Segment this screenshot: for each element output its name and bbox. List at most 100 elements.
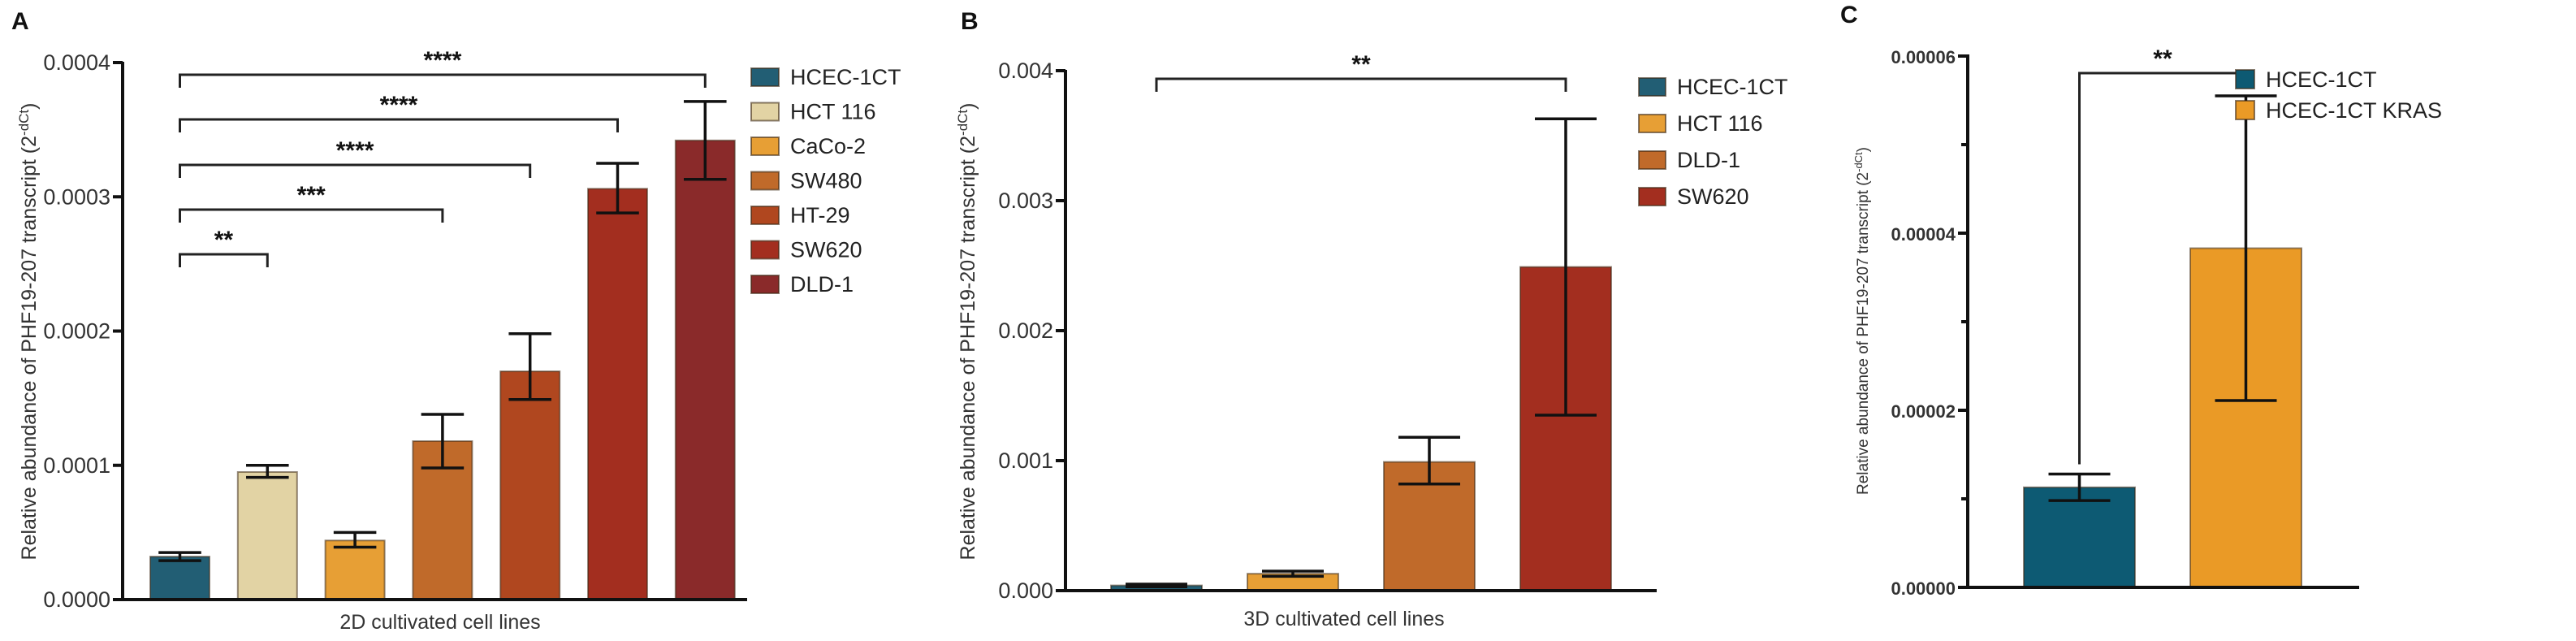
- significance-label: ****: [336, 137, 374, 164]
- y-axis-title-text: Relative abundance of PHF19-207 transcri…: [1855, 172, 1872, 495]
- error-bar: [596, 162, 639, 214]
- significance-bracket: ***: [179, 182, 444, 223]
- legend-a: HCEC-1CT HCT 116 CaCo-2 SW480 HT-29 SW620 DLD-…: [750, 65, 901, 297]
- panel-b: B Relative abundance of PHF19-207 transc…: [955, 8, 1788, 630]
- y-tick-label: 0.00002: [1891, 401, 1956, 422]
- legend-swatch: [750, 206, 780, 225]
- legend-item: SW480: [750, 169, 862, 193]
- legend-item: HCT 116: [750, 100, 876, 124]
- legend-label: HCT 116: [790, 100, 876, 124]
- bar-sw620: [1519, 117, 1612, 591]
- significance-label: **: [214, 227, 234, 253]
- legend-item: HCEC-1CT: [2235, 67, 2377, 92]
- svg-text:Relative abundance of PHF19-20: Relative abundance of PHF19-207 transcri…: [1852, 147, 1873, 495]
- error-bar: [1398, 435, 1460, 486]
- legend-swatch: [1638, 114, 1666, 133]
- y-axis-title-text: Relative abundance of PHF19-207 transcri…: [957, 136, 979, 561]
- legend-item: HCEC-1CT KRAS: [2235, 98, 2442, 123]
- panel-c: C Relative abundance of PHF19-207 transc…: [1840, 2, 2442, 599]
- legend-item: SW620: [1638, 184, 1749, 209]
- significance-label: **: [2153, 45, 2172, 72]
- bars-b: [1110, 117, 1612, 592]
- y-tick-label: 0.0004: [43, 50, 110, 75]
- bar-ht-29: [499, 332, 561, 600]
- error-bar: [2048, 472, 2111, 502]
- significance-bracket: ****: [179, 47, 707, 88]
- legend-swatch: [1638, 77, 1666, 97]
- significance-brackets-b: **: [1155, 51, 1567, 92]
- legend-item: DLD-1: [1638, 148, 1740, 172]
- legend-swatch: [1638, 150, 1666, 170]
- legend-item: CaCo-2: [750, 134, 866, 158]
- significance-brackets-a: *****************: [179, 47, 707, 267]
- legend-label: CaCo-2: [790, 134, 866, 158]
- significance-bracket: ****: [179, 92, 619, 132]
- error-bar: [158, 551, 201, 562]
- y-axis-ticks-b: 0.000 0.001 0.002 0.003 0.004: [998, 58, 1065, 603]
- legend-label: DLD-1: [790, 272, 854, 297]
- error-bar: [1126, 583, 1187, 588]
- bar-hcec-1ct: [149, 551, 210, 600]
- y-axis-title-close: ): [957, 103, 979, 110]
- y-tick-label: 0.0002: [43, 319, 110, 344]
- bar-caco-2: [324, 531, 386, 600]
- significance-bracket: ****: [179, 137, 532, 178]
- legend-c: HCEC-1CT HCEC-1CT KRAS: [2235, 67, 2442, 123]
- error-bar: [684, 100, 727, 181]
- y-tick-label: 0.0003: [43, 184, 110, 209]
- error-bar: [508, 332, 551, 401]
- legend-item: HCEC-1CT: [1638, 75, 1788, 99]
- bar-rect: [324, 539, 386, 600]
- y-tick-label: 0.00000: [1891, 578, 1956, 599]
- bar-hct-116: [1247, 570, 1339, 592]
- y-tick-label: 0.0001: [43, 453, 110, 478]
- legend-swatch: [1638, 187, 1666, 206]
- bar-rect: [587, 188, 648, 601]
- significance-bracket: **: [1155, 51, 1567, 92]
- y-axis-title-close: ): [1855, 147, 1872, 152]
- y-axis-ticks-a: 0.0000 0.0001 0.0002 0.0003 0.0004: [43, 50, 123, 612]
- error-bar: [421, 413, 465, 470]
- y-axis-title-close: ): [18, 103, 41, 110]
- legend-label: DLD-1: [1677, 148, 1740, 172]
- y-tick-label: 0.00004: [1891, 224, 1956, 245]
- legend-b: HCEC-1CT HCT 116 DLD-1 SW620: [1638, 75, 1788, 209]
- svg-text:Relative abundance of PHF19-20: Relative abundance of PHF19-207 transcri…: [955, 103, 980, 561]
- bars-c: [2023, 94, 2302, 589]
- bar-hcec-1ct-kras: [2189, 94, 2302, 588]
- error-bar: [333, 531, 377, 549]
- y-tick-label: 0.003: [998, 188, 1053, 213]
- y-axis-title-text: Relative abundance of PHF19-207 transcri…: [18, 136, 41, 561]
- bar-hcec-1ct: [2023, 472, 2136, 589]
- legend-item: HT-29: [750, 203, 850, 227]
- y-tick-label: 0.002: [998, 318, 1053, 343]
- bar-sw480: [412, 413, 473, 600]
- panel-label-c: C: [1840, 2, 1858, 28]
- y-tick-label: 0.001: [998, 448, 1053, 473]
- y-tick-label: 0.004: [998, 58, 1053, 83]
- legend-label: HCT 116: [1677, 111, 1763, 136]
- bar-rect: [499, 370, 561, 600]
- legend-item: SW620: [750, 238, 862, 262]
- bar-rect: [674, 139, 736, 601]
- bar-dld-1: [1383, 435, 1476, 591]
- significance-label: ****: [424, 47, 462, 74]
- significance-label: ****: [380, 92, 418, 119]
- y-tick-label: 0.0000: [43, 587, 110, 612]
- significance-bracket: **: [179, 227, 269, 267]
- error-bar: [1262, 570, 1324, 578]
- significance-label: ***: [297, 182, 326, 209]
- y-axis-title-exponent: -dCt: [16, 110, 32, 136]
- y-axis-title-b: Relative abundance of PHF19-207 transcri…: [955, 103, 980, 561]
- bar-rect: [236, 471, 298, 601]
- legend-swatch: [750, 171, 780, 191]
- legend-swatch: [750, 67, 780, 87]
- bar-dld-1: [674, 100, 736, 601]
- panel-a: A Relative abundance of PHF19-207 transc…: [11, 8, 901, 634]
- svg-text:Relative abundance of PHF19-20: Relative abundance of PHF19-207 transcri…: [16, 103, 41, 561]
- bar-rect: [2023, 486, 2136, 589]
- bar-hct-116: [236, 464, 298, 601]
- legend-label: HCEC-1CT KRAS: [2266, 98, 2442, 123]
- legend-swatch: [2235, 100, 2255, 120]
